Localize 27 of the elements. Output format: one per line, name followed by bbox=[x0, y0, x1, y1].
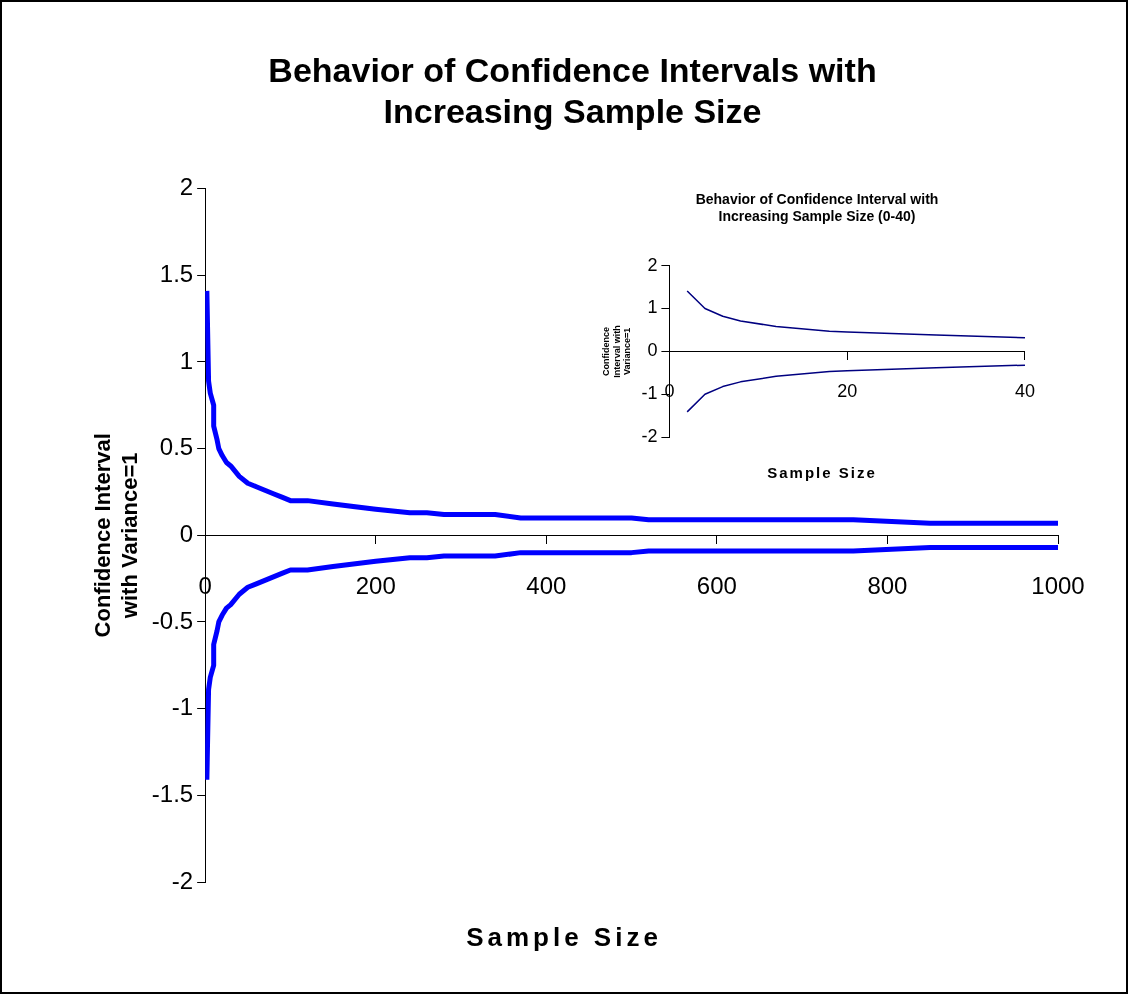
x-axis-title: Sample Size bbox=[465, 922, 663, 953]
y-axis-title: Confidence Interval with Variance=1 bbox=[90, 433, 142, 638]
chart-title: Behavior of Confidence Interval with Increasing Sample Size (0-40) bbox=[695, 191, 939, 225]
y-tick-label: -1 bbox=[641, 383, 658, 404]
y-tick-label: 0 bbox=[647, 340, 658, 361]
y-tick-label: -0.5 bbox=[151, 606, 194, 634]
chart-title: Behavior of Confidence Intervals with Increasing Sample Size bbox=[268, 50, 877, 130]
y-tick-label: 2 bbox=[179, 173, 194, 201]
x-tick-label: 40 bbox=[1014, 381, 1035, 402]
y-tick-label: 1 bbox=[179, 346, 194, 374]
y-axis-title: Confidence Interval with Variance=1 bbox=[600, 325, 633, 378]
x-tick-label: 800 bbox=[867, 572, 908, 600]
x-tick-label: 20 bbox=[837, 381, 858, 402]
x-tick-label: 400 bbox=[526, 572, 567, 600]
x-tick-label: 600 bbox=[696, 572, 737, 600]
y-tick-label: 0.5 bbox=[159, 433, 194, 461]
y-tick-label: 1 bbox=[647, 297, 658, 318]
y-tick-label: -2 bbox=[641, 426, 658, 447]
x-tick-label: 200 bbox=[355, 572, 396, 600]
y-tick-label: -2 bbox=[171, 866, 194, 894]
x-axis-title: Sample Size bbox=[766, 464, 878, 481]
y-tick-label: -1.5 bbox=[151, 779, 194, 807]
x-tick-label: 1000 bbox=[1031, 572, 1085, 600]
y-tick-label: 2 bbox=[647, 254, 658, 275]
y-tick-label: 1.5 bbox=[159, 259, 194, 287]
y-tick-label: 0 bbox=[179, 519, 194, 547]
y-tick-label: -1 bbox=[171, 693, 194, 721]
